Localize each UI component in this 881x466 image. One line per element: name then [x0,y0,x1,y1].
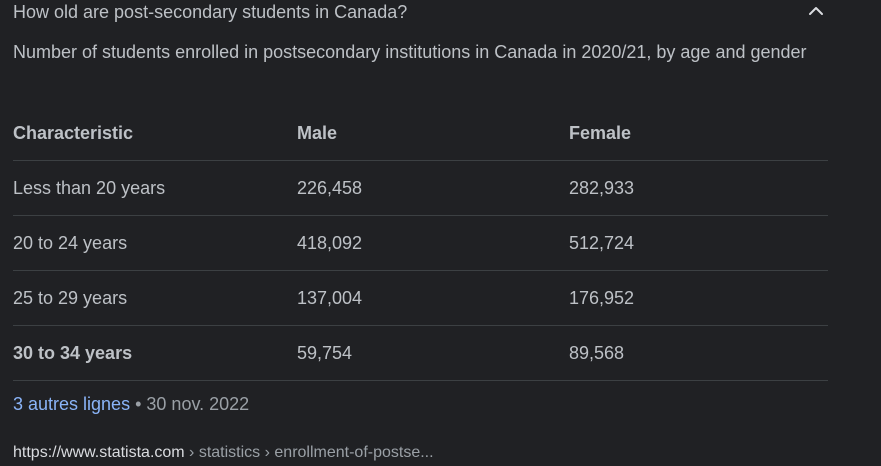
more-rows-link[interactable]: 3 autres lignes [13,394,131,414]
row-female-value: 512,724 [569,215,828,271]
row-female-value: 176,952 [569,270,828,326]
separator-dot: • [135,394,147,414]
row-male-value: 226,458 [297,160,569,216]
row-male-value: 418,092 [297,215,569,271]
source-url[interactable]: https://www.statista.com › statistics › … [13,444,434,462]
row-male-value: 137,004 [297,270,569,326]
row-female-value: 89,568 [569,325,828,381]
row-male-value: 59,754 [297,325,569,381]
row-female-value: 282,933 [569,160,828,216]
row-characteristic: 25 to 29 years [13,270,297,326]
table-row: 20 to 24 years 418,092 512,724 [13,215,828,271]
snippet-description: Number of students enrolled in postsecon… [13,42,807,62]
question-title: How old are post-secondary students in C… [13,1,408,22]
table-row: 30 to 34 years 59,754 89,568 [13,325,828,381]
data-table: Characteristic Male Female Less than 20 … [13,106,828,381]
row-characteristic: 20 to 24 years [13,215,297,271]
question-header[interactable]: How old are post-secondary students in C… [13,0,828,26]
table-row: 25 to 29 years 137,004 176,952 [13,270,828,326]
column-header-characteristic: Characteristic [13,106,297,161]
row-characteristic: 30 to 34 years [13,325,297,381]
source-domain: https://www.statista.com [13,444,185,461]
snippet-date: 30 nov. 2022 [146,394,250,414]
source-path: › statistics › enrollment-of-postse... [184,444,434,461]
row-characteristic: Less than 20 years [13,160,297,216]
chevron-up-icon[interactable] [806,1,826,21]
column-header-male: Male [297,106,569,161]
table-header-row: Characteristic Male Female [13,106,828,161]
table-row: Less than 20 years 226,458 282,933 [13,160,828,216]
column-header-female: Female [569,106,828,161]
more-rows-line: 3 autres lignes • 30 nov. 2022 [13,394,249,415]
